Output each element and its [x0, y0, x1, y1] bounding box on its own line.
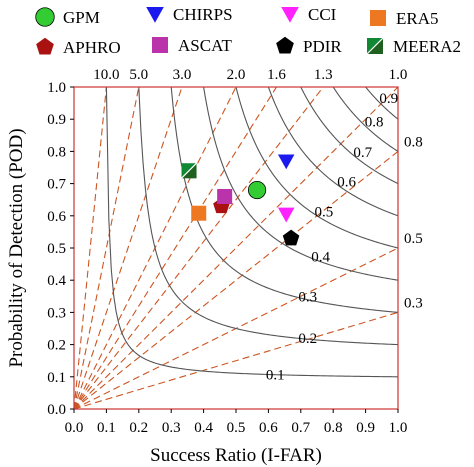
bias-line-3.0: [74, 87, 183, 409]
csi-contour-0.7: [300, 87, 398, 185]
csi-contour-0.4: [203, 87, 398, 281]
csi-label-0.8: 0.8: [365, 115, 384, 131]
legend-label: GPM: [63, 8, 100, 27]
x-tick-label: 0.6: [259, 420, 278, 436]
x-tick-label: 1.0: [389, 420, 408, 436]
csi-contour-0.1: [105, 87, 398, 378]
y-tick-label: 0.7: [47, 177, 66, 193]
bias-label-1.0: 1.0: [389, 67, 408, 83]
point-gpm: [247, 180, 267, 200]
x-tick-label: 0.1: [97, 420, 116, 436]
legend-marker: [152, 37, 168, 53]
bias-label-2.0: 2.0: [227, 67, 246, 83]
legend-marker: [276, 36, 294, 54]
legend-item-gpm: GPM: [35, 7, 100, 27]
y-tick-label: 0.9: [47, 112, 66, 128]
legend-label: ERA5: [396, 9, 439, 28]
point-era5: [191, 205, 207, 221]
legend-item-chirps: CHIRPS: [146, 5, 233, 24]
csi-contour-0.5: [235, 87, 398, 249]
legend-item-ascat: ASCAT: [152, 36, 232, 55]
marker-split: [366, 37, 384, 55]
legend-marker: [370, 10, 386, 26]
legend-item-meera2: MEERA2: [366, 37, 461, 56]
x-tick-label: 0.8: [324, 420, 343, 436]
y-axis-label: Probability of Detection (POD): [6, 128, 27, 367]
y-tick-label: 0.3: [47, 305, 66, 321]
legend-label: CCI: [308, 5, 337, 24]
y-tick-label: 0.6: [47, 209, 66, 225]
legend-item-cci: CCI: [281, 5, 337, 24]
frequency-bias-lines: [74, 87, 398, 409]
bias-line-5.0: [74, 87, 140, 409]
csi-contour-0.6: [267, 87, 398, 217]
bias-label-0.5: 0.5: [404, 231, 423, 247]
y-tick-label: 0.1: [47, 370, 66, 386]
x-tick-label: 0.5: [227, 420, 246, 436]
bias-label-10.0: 10.0: [93, 67, 119, 83]
csi-label-0.5: 0.5: [315, 204, 334, 220]
legend-label: APHRO: [63, 38, 121, 57]
bias-label-1.6: 1.6: [267, 67, 286, 83]
point-cci: [277, 207, 295, 223]
csi-contour-0.8: [332, 87, 398, 152]
bias-line-1.6: [74, 87, 277, 409]
csi-label-0.9: 0.9: [379, 91, 398, 107]
y-tick-label: 1.0: [47, 80, 66, 96]
legend-marker: [35, 7, 55, 27]
csi-label-0.1: 0.1: [266, 367, 285, 383]
legend-label: ASCAT: [178, 36, 232, 55]
bias-line-1.3: [74, 87, 324, 409]
bias-label-5.0: 5.0: [129, 67, 148, 83]
point-ascat: [217, 188, 233, 204]
x-tick-label: 0.0: [65, 420, 84, 436]
bias-label-0.3: 0.3: [404, 295, 423, 311]
x-tick-label: 0.3: [162, 420, 181, 436]
bias-label-1.3: 1.3: [314, 67, 333, 83]
bias-line-1.0: [74, 87, 398, 409]
csi-label-0.2: 0.2: [298, 331, 317, 347]
csi-contour-0.9: [365, 87, 398, 120]
legend-label: PDIR: [303, 37, 342, 56]
x-tick-label: 0.2: [129, 420, 148, 436]
bias-line-0.8: [74, 150, 398, 409]
bias-label-0.8: 0.8: [404, 134, 423, 150]
csi-label-0.3: 0.3: [298, 290, 317, 306]
legend-label: CHIRPS: [173, 5, 233, 24]
legend-marker: [36, 37, 54, 55]
y-tick-label: 0.0: [47, 402, 66, 418]
x-tick-label: 0.7: [291, 420, 310, 436]
y-tick-label: 0.4: [47, 273, 66, 289]
y-tick-label: 0.8: [47, 144, 66, 160]
y-tick-label: 0.2: [47, 338, 66, 354]
marker-split: [181, 162, 197, 179]
csi-contour-0.2: [138, 87, 398, 346]
csi-label-0.7: 0.7: [353, 145, 372, 161]
data-points: [181, 154, 300, 246]
legend-marker: [281, 6, 299, 23]
csi-label-0.6: 0.6: [337, 175, 356, 191]
csi-contours: [105, 87, 398, 378]
csi-contour-0.3: [170, 87, 398, 313]
bias-line-10.0: [74, 87, 107, 409]
y-tick-label: 0.5: [47, 241, 66, 257]
bias-line-0.3: [74, 311, 398, 409]
legend-item-pdir: PDIR: [276, 36, 342, 56]
bias-label-3.0: 3.0: [173, 67, 192, 83]
legend-item-aphro: APHRO: [36, 37, 121, 57]
point-pdir: [282, 229, 300, 246]
legend-marker: [366, 37, 384, 55]
point-meera2: [181, 162, 197, 179]
axes: 0.0 0.1 0.2 0.3 0.4 0.5 0.6 0.7 0.8 0.9 1.00.00.10…: [47, 67, 423, 436]
legend-item-era5: ERA5: [370, 9, 439, 28]
legend: GPM CHIRPS CCI ERA5 APHRO ASCAT PDIR MEERA2: [35, 5, 461, 57]
x-axis-label: Success Ratio (I-FAR): [150, 445, 322, 466]
x-tick-label: 0.4: [194, 420, 213, 436]
legend-marker: [146, 6, 164, 23]
csi-label-0.4: 0.4: [311, 249, 330, 265]
legend-label: MEERA2: [393, 37, 461, 56]
x-tick-label: 0.9: [356, 420, 375, 436]
point-chirps: [277, 154, 295, 170]
